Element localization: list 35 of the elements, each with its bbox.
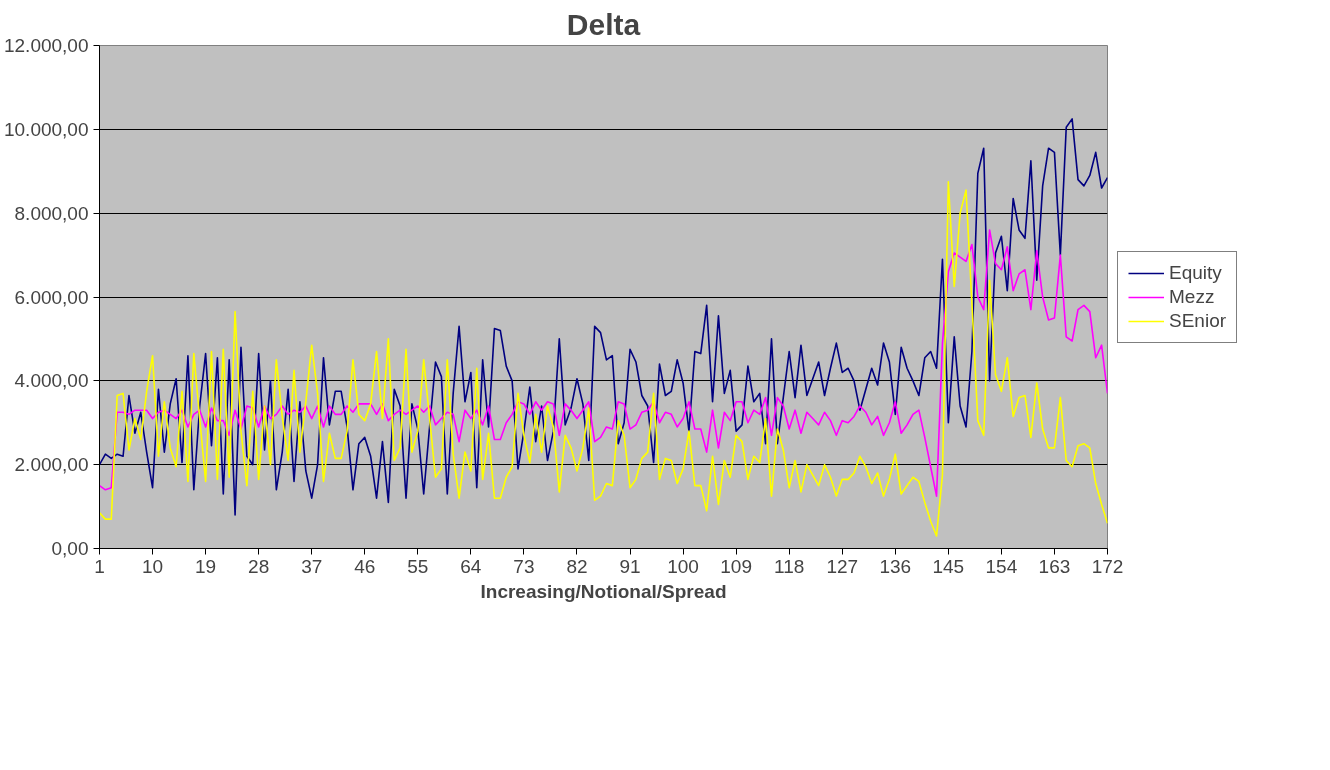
y-tick-label: 6.000,00 — [14, 286, 89, 308]
line-series — [99, 229, 1108, 497]
x-tick-label: 73 — [513, 555, 535, 577]
x-tick-label: 172 — [1091, 555, 1124, 577]
line-series — [99, 180, 1108, 537]
x-tick-label: 100 — [667, 555, 699, 577]
x-tick-label: 10 — [141, 555, 164, 577]
legend-label: Equity — [1169, 261, 1222, 284]
y-tick-label: 4.000,00 — [14, 370, 89, 392]
legend-label: SEnior — [1169, 309, 1227, 332]
y-tick-label: 8.000,00 — [14, 202, 89, 224]
y-tick-label: 12.000,00 — [3, 35, 89, 56]
x-axis-title: Increasing/Notional/Spread — [480, 580, 727, 602]
x-tick-label: 46 — [354, 555, 376, 577]
x-tick-label: 91 — [619, 555, 641, 577]
x-tick-label: 109 — [720, 555, 752, 577]
x-tick-label: 163 — [1038, 555, 1071, 577]
x-tick-label: 37 — [301, 555, 323, 577]
x-tick-label: 64 — [460, 555, 482, 577]
x-tick-label: 154 — [985, 555, 1018, 577]
x-tick-label: 28 — [248, 555, 270, 577]
x-tick-label: 136 — [879, 555, 912, 577]
y-tick-label: 10.000,00 — [3, 118, 89, 140]
legend-label: Mezz — [1169, 285, 1215, 308]
x-tick-label: 118 — [774, 555, 805, 577]
y-tick-label: 0,00 — [51, 538, 89, 559]
x-tick-label: 127 — [826, 555, 859, 577]
chart-title: Delta — [566, 7, 641, 41]
x-tick-label: 145 — [932, 555, 965, 577]
x-tick-label: 1 — [94, 555, 105, 577]
line-series — [99, 118, 1108, 516]
y-tick-label: 2.000,00 — [14, 454, 89, 476]
x-tick-label: 82 — [566, 555, 588, 577]
x-tick-label: 55 — [407, 555, 429, 577]
x-tick-label: 19 — [195, 555, 217, 577]
